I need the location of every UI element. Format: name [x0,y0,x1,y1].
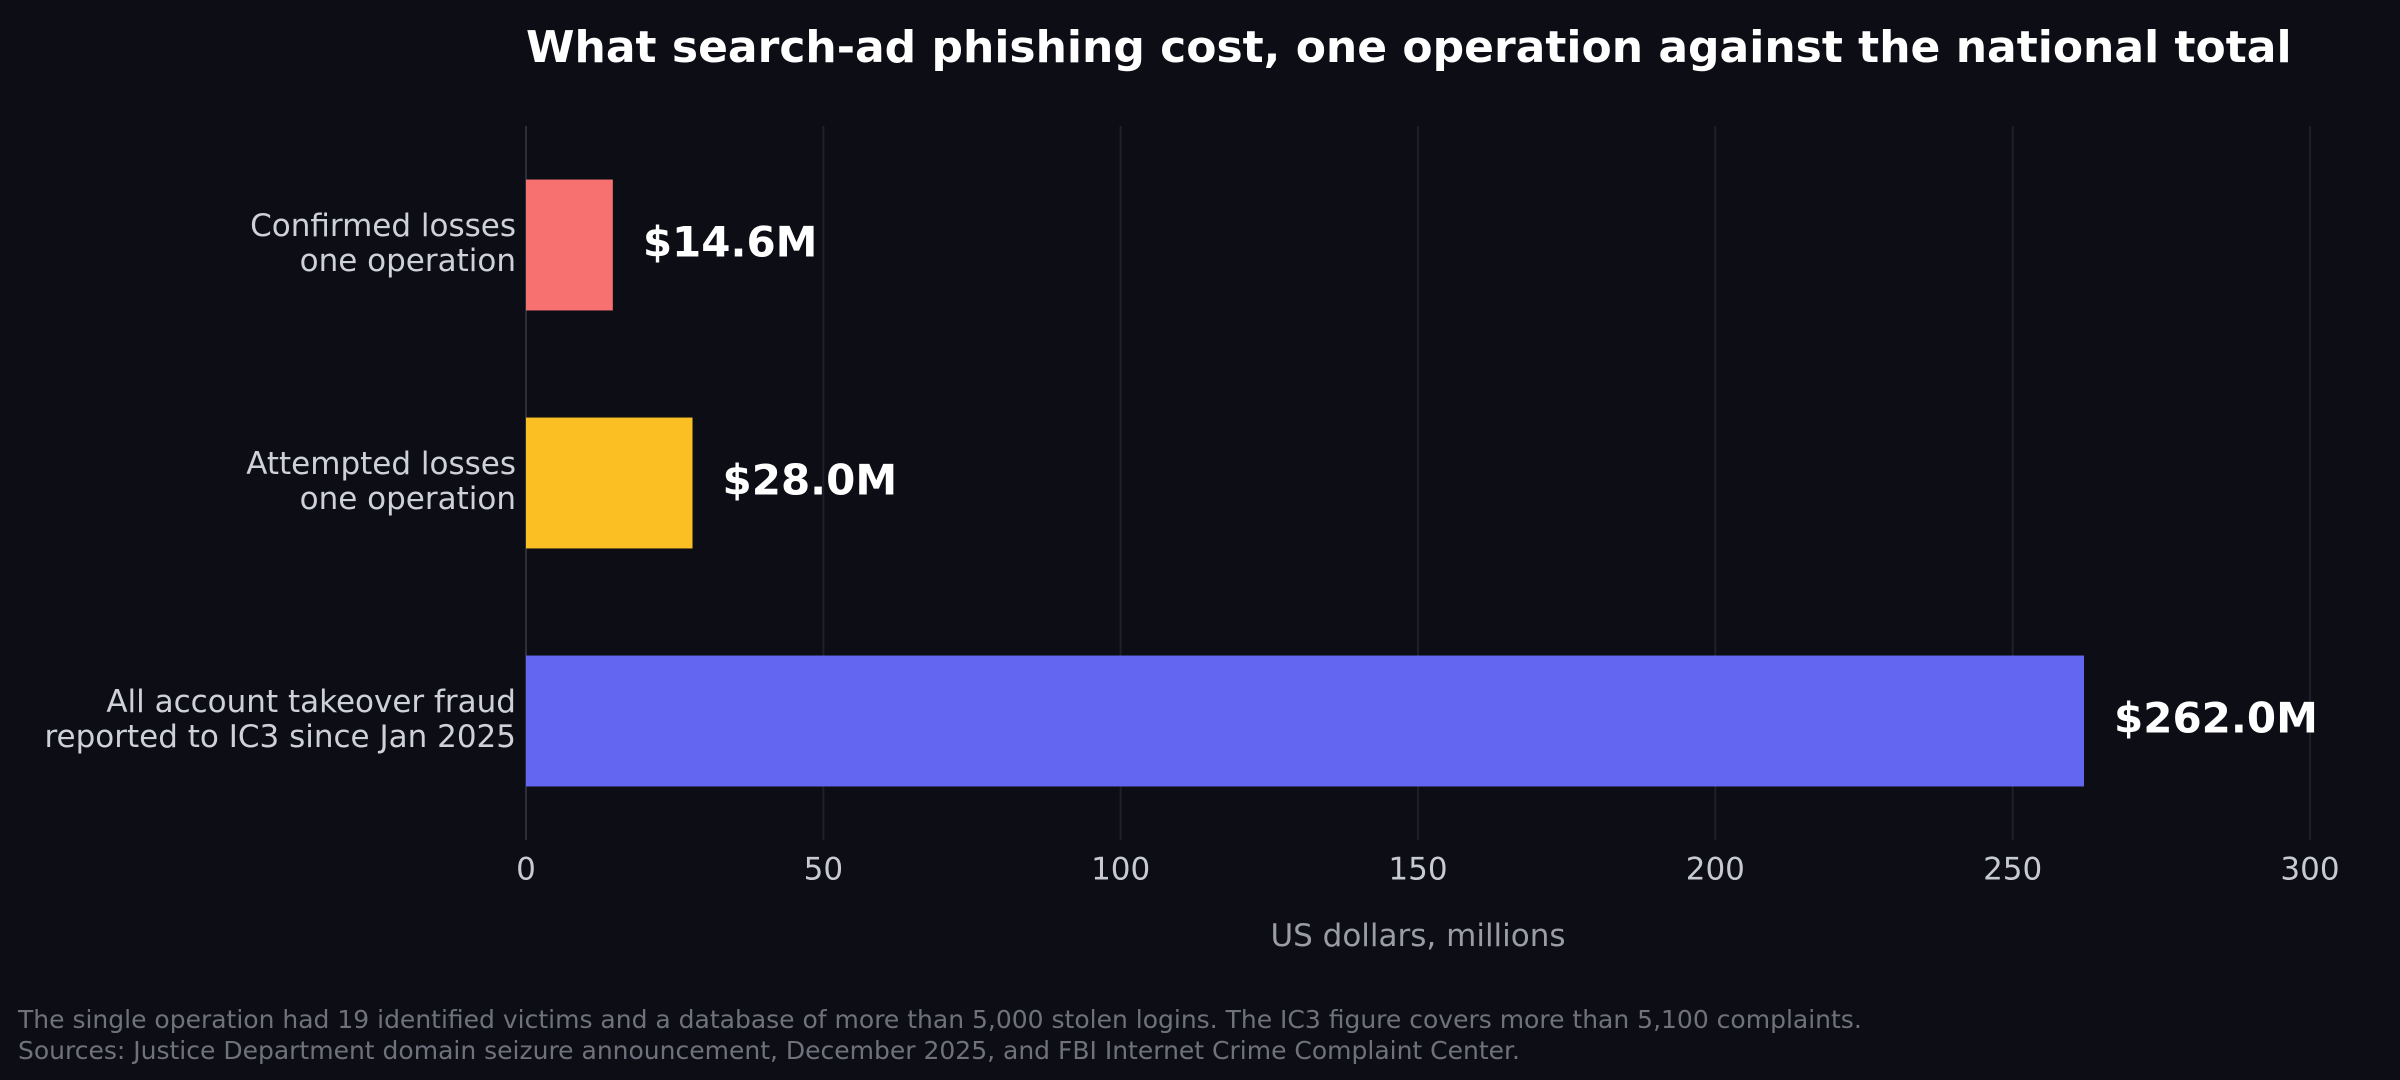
value-label: $28.0M [723,456,898,505]
category-label: reported to IC3 since Jan 2025 [44,719,516,755]
x-tick-labels: 0 50 100 150 200 250 300 [516,852,2339,888]
footnotes: The single operation had 19 identified v… [18,1004,1862,1066]
category-label: Attempted losses [246,446,516,482]
category-label: All account takeover fraud [106,684,516,720]
x-tick-label: 150 [1388,852,1447,888]
bar-1 [526,417,693,549]
x-tick-label: 50 [804,852,843,888]
x-tick-label: 250 [1983,852,2042,888]
footnote-note: The single operation had 19 identified v… [18,1005,1862,1034]
x-tick-label: 100 [1091,852,1150,888]
bar-chart: $14.6M $28.0M $262.0M 0 50 100 150 200 250 300 C… [44,126,2340,954]
bar-0 [526,179,613,311]
x-tick-label: 200 [1686,852,1745,888]
gridlines [822,126,2311,840]
footnote-sources: Sources: Justice Department domain seizu… [18,1036,1520,1065]
category-label: one operation [300,243,516,279]
x-axis-label: US dollars, millions [1270,918,1565,954]
bar-2 [526,655,2085,787]
value-label: $14.6M [643,218,818,267]
x-tick-label: 300 [2280,852,2339,888]
bars: $14.6M $28.0M $262.0M [526,179,2318,787]
value-label: $262.0M [2114,694,2318,743]
chart-title: What search-ad phishing cost, one operat… [526,22,2292,73]
category-label: one operation [300,481,516,517]
x-tick-label: 0 [516,852,536,888]
category-label: Confirmed losses [250,208,516,244]
